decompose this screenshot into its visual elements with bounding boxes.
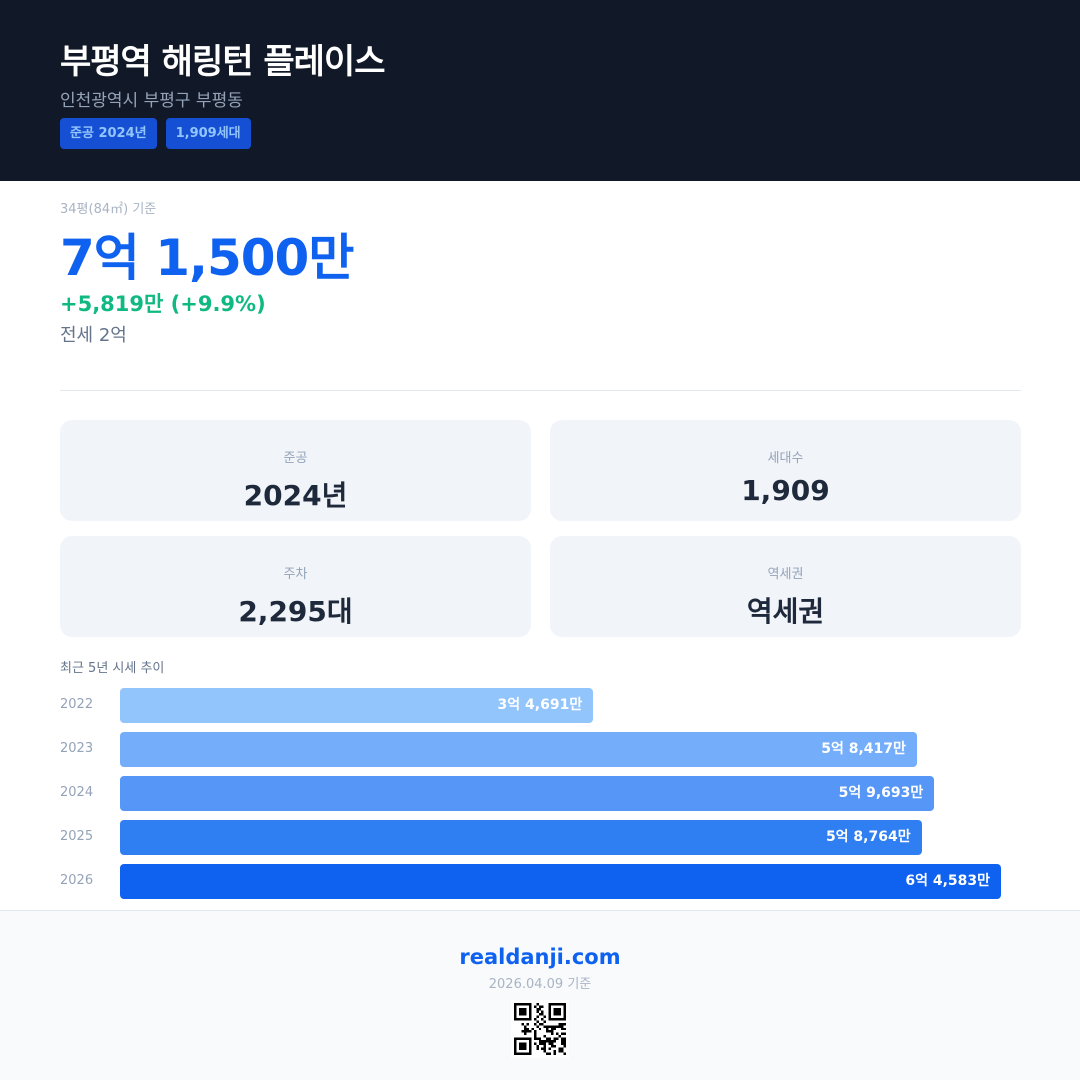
stat-label: 준공 [283, 451, 308, 466]
trend-row: 2024 5억 9,693만 [60, 776, 1021, 811]
stat-label: 역세권 [767, 567, 804, 582]
trend-bar: 6억 4,583만 [120, 864, 1001, 899]
stat-label: 세대수 [767, 451, 804, 466]
trend-bar: 5억 8,417만 [120, 732, 917, 767]
trend-row: 2023 5억 8,417만 [60, 732, 1021, 767]
page-title: 부평역 해링턴 플레이스 [60, 42, 385, 82]
trend-bar: 5억 8,764만 [120, 820, 922, 855]
site-link[interactable]: realdanji.com [459, 945, 621, 969]
trend-year: 2023 [60, 741, 94, 756]
footer: realdanji.com 2026.04.09 기준 [0, 910, 1080, 1080]
qr-code-icon[interactable] [511, 1000, 569, 1058]
trend-year: 2024 [60, 785, 94, 800]
stat-card-households: 세대수 1,909 [550, 420, 1021, 521]
trend-row: 2026 6억 4,583만 [60, 864, 1021, 899]
trend-bar: 3억 4,691만 [120, 688, 594, 723]
price-change: +5,819만 (+9.9%) [60, 292, 266, 316]
badge-completion: 준공 2024년 [60, 118, 157, 149]
trend-bar: 5억 9,693만 [120, 776, 935, 811]
stat-value: 2,295대 [238, 595, 353, 628]
stat-card-station: 역세권 역세권 [550, 536, 1021, 637]
address: 인천광역시 부평구 부평동 [60, 91, 243, 111]
jeonse-price: 전세 2억 [60, 325, 127, 346]
price-value: 7억 1,500만 [60, 229, 354, 287]
header: 부평역 해링턴 플레이스 인천광역시 부평구 부평동 준공 2024년 1,90… [0, 0, 1080, 181]
trend-year: 2025 [60, 829, 94, 844]
trend-title: 최근 5년 시세 추이 [60, 661, 165, 676]
stat-card-completion: 준공 2024년 [60, 420, 531, 521]
stat-value: 1,909 [741, 474, 830, 507]
price-basis: 34평(84㎡) 기준 [60, 202, 157, 217]
reference-date: 2026.04.09 기준 [488, 977, 592, 992]
trend-row: 2022 3억 4,691만 [60, 688, 1021, 723]
trend-year: 2022 [60, 697, 94, 712]
trend-year: 2026 [60, 873, 94, 888]
stat-label: 주차 [283, 567, 308, 582]
stat-value: 2024년 [243, 479, 348, 512]
stat-value: 역세권 [746, 595, 825, 628]
badge-households: 1,909세대 [165, 118, 251, 149]
divider [60, 390, 1021, 391]
stat-card-parking: 주차 2,295대 [60, 536, 531, 637]
trend-row: 2025 5억 8,764만 [60, 820, 1021, 855]
